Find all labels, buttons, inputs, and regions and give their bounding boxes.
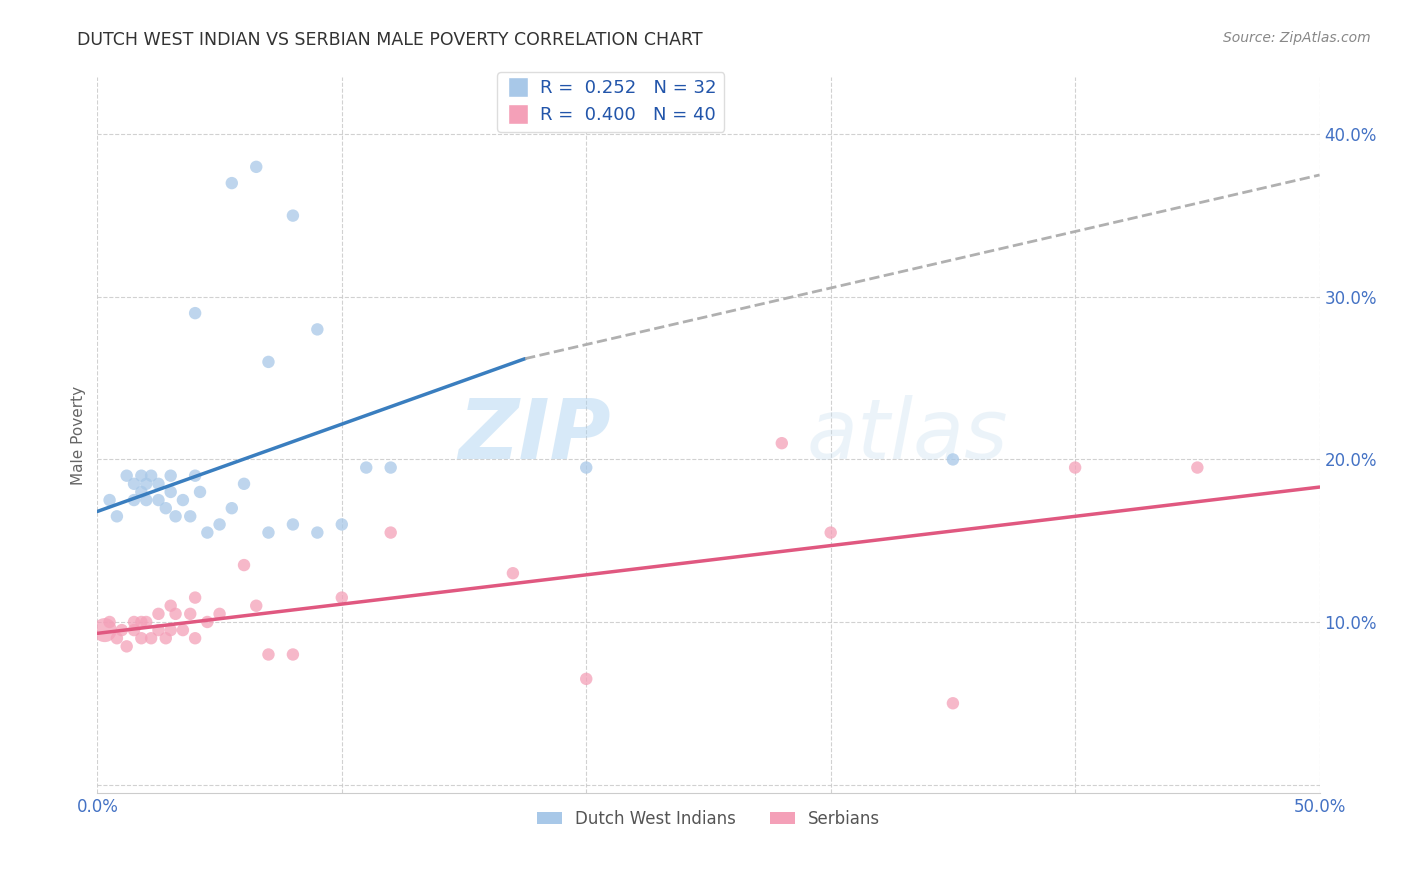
Point <box>122 623 145 637</box>
Point <box>184 468 207 483</box>
Point <box>184 306 207 320</box>
Point <box>165 607 187 621</box>
Point <box>307 322 329 336</box>
Point <box>257 648 280 662</box>
Point <box>159 468 181 483</box>
Point <box>1064 460 1087 475</box>
Point <box>93 623 115 637</box>
Point <box>111 623 134 637</box>
Text: atlas: atlas <box>806 394 1008 475</box>
Point <box>139 468 162 483</box>
Point <box>135 615 157 629</box>
Point <box>122 615 145 629</box>
Point <box>98 615 121 629</box>
Point <box>354 460 377 475</box>
Point <box>188 485 211 500</box>
Point <box>105 509 128 524</box>
Point <box>257 355 280 369</box>
Point <box>820 525 842 540</box>
Point <box>159 599 181 613</box>
Point <box>221 501 243 516</box>
Text: ZIP: ZIP <box>458 394 610 475</box>
Point <box>1187 460 1209 475</box>
Point <box>98 493 121 508</box>
Point <box>159 623 181 637</box>
Point <box>135 493 157 508</box>
Legend: Dutch West Indians, Serbians: Dutch West Indians, Serbians <box>530 803 887 834</box>
Point <box>122 493 145 508</box>
Point <box>131 485 153 500</box>
Point <box>942 452 965 467</box>
Point <box>575 672 598 686</box>
Text: Source: ZipAtlas.com: Source: ZipAtlas.com <box>1223 31 1371 45</box>
Point <box>575 460 598 475</box>
Point <box>148 476 170 491</box>
Point <box>172 493 194 508</box>
Point <box>165 509 187 524</box>
Point <box>307 525 329 540</box>
Point <box>172 623 194 637</box>
Point <box>281 517 304 532</box>
Y-axis label: Male Poverty: Male Poverty <box>72 385 86 484</box>
Point <box>122 476 145 491</box>
Point <box>380 460 402 475</box>
Point <box>221 176 243 190</box>
Point <box>148 493 170 508</box>
Point <box>770 436 793 450</box>
Point <box>115 468 138 483</box>
Point <box>281 209 304 223</box>
Point <box>233 558 256 573</box>
Point <box>139 632 162 646</box>
Point <box>195 615 218 629</box>
Point <box>131 468 153 483</box>
Point <box>148 607 170 621</box>
Point <box>159 485 181 500</box>
Point <box>208 517 231 532</box>
Point <box>245 160 267 174</box>
Point <box>155 501 177 516</box>
Point <box>281 648 304 662</box>
Point <box>208 607 231 621</box>
Text: DUTCH WEST INDIAN VS SERBIAN MALE POVERTY CORRELATION CHART: DUTCH WEST INDIAN VS SERBIAN MALE POVERT… <box>77 31 703 49</box>
Point <box>131 615 153 629</box>
Point <box>105 632 128 646</box>
Point <box>330 591 353 605</box>
Point <box>942 696 965 710</box>
Point <box>135 476 157 491</box>
Point <box>115 640 138 654</box>
Point <box>184 632 207 646</box>
Point <box>148 623 170 637</box>
Point <box>257 525 280 540</box>
Point <box>195 525 218 540</box>
Point <box>179 607 201 621</box>
Point <box>184 591 207 605</box>
Point <box>155 632 177 646</box>
Point <box>233 476 256 491</box>
Point <box>330 517 353 532</box>
Point <box>380 525 402 540</box>
Point <box>502 566 524 581</box>
Point <box>179 509 201 524</box>
Point <box>245 599 267 613</box>
Point <box>131 632 153 646</box>
